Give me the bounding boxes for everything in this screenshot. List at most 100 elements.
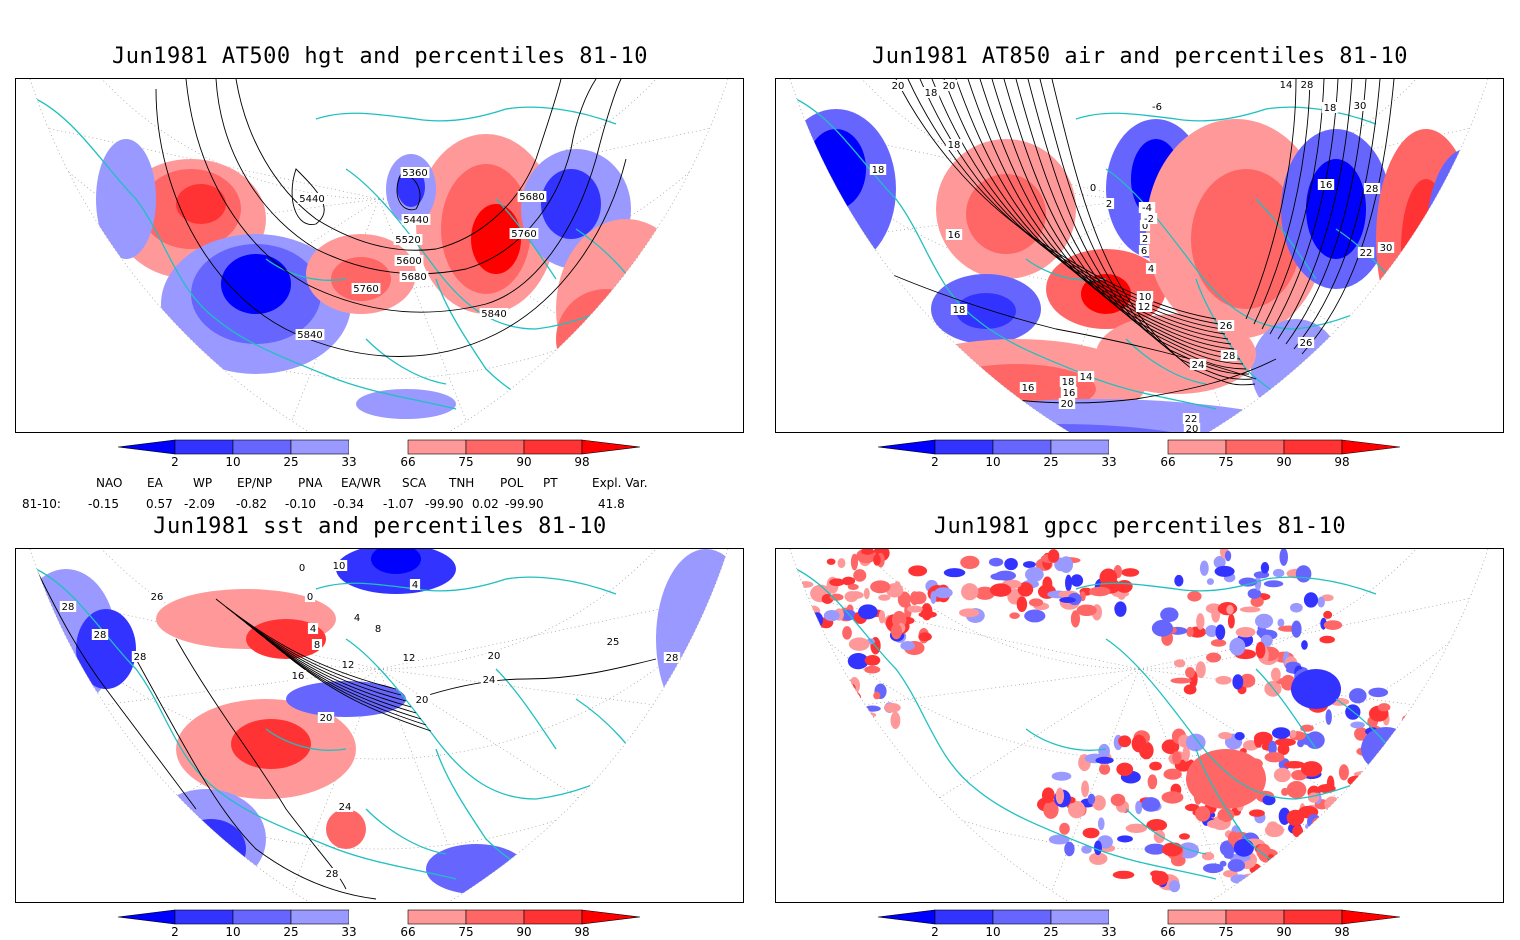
colorbar-arrow-high bbox=[1341, 439, 1401, 455]
svg-text:8: 8 bbox=[314, 640, 320, 651]
contour-label: 2 bbox=[1103, 198, 1115, 210]
precip-cell bbox=[870, 580, 891, 594]
precip-cell bbox=[1227, 859, 1246, 872]
coastline bbox=[1025, 728, 1207, 855]
colorbar-segment bbox=[523, 439, 583, 455]
svg-text:14: 14 bbox=[1080, 372, 1093, 383]
meridian-line bbox=[1138, 198, 1490, 426]
colorbar-tick-label: 2 bbox=[931, 455, 939, 469]
precip-cell bbox=[1168, 880, 1181, 893]
colorbar-arrow-high bbox=[581, 439, 641, 455]
precip-cell bbox=[1234, 732, 1245, 741]
svg-text:10: 10 bbox=[1139, 292, 1152, 303]
colorbar-tick-label: 90 bbox=[516, 925, 531, 939]
colorbar-sst: 2 10 25 33 66 75 90 98 bbox=[117, 909, 641, 939]
colorbar-segment bbox=[1283, 439, 1343, 455]
contour-line bbox=[215, 79, 597, 275]
svg-text:5840: 5840 bbox=[481, 309, 506, 320]
precip-cell bbox=[1092, 795, 1106, 811]
precip-cell bbox=[1048, 834, 1070, 845]
precip-cell bbox=[1110, 793, 1126, 807]
svg-text:16: 16 bbox=[1063, 388, 1076, 399]
colorbar-arrow-low bbox=[877, 439, 936, 455]
anomaly-patch bbox=[541, 169, 601, 239]
precip-cell bbox=[1125, 823, 1148, 834]
precip-cell bbox=[1067, 800, 1086, 819]
colorbar-segment bbox=[992, 439, 1052, 455]
colorbar-segment bbox=[1167, 909, 1227, 925]
precip-cell bbox=[1206, 578, 1214, 585]
precip-cell bbox=[1054, 557, 1068, 572]
contour-label: 10 bbox=[330, 560, 348, 572]
contour-line bbox=[1051, 79, 1256, 386]
contour-label: 28 bbox=[131, 651, 149, 663]
colorbar-arrow-low bbox=[117, 439, 176, 455]
precip-cell bbox=[1065, 574, 1072, 592]
precip-cell bbox=[1286, 780, 1307, 799]
colorbar-segment bbox=[290, 909, 350, 925]
contour-label: 5440 bbox=[297, 193, 327, 205]
precip-cell bbox=[1348, 688, 1367, 704]
precip-cell bbox=[1131, 734, 1147, 753]
contour-label: 8 bbox=[311, 639, 323, 651]
svg-text:12: 12 bbox=[342, 660, 355, 671]
svg-text:5600: 5600 bbox=[396, 256, 421, 267]
contour-line bbox=[1027, 79, 1250, 375]
colorbar-tick-label: 66 bbox=[400, 925, 415, 939]
index-header-nao: NAO bbox=[96, 476, 123, 490]
precip-cell bbox=[1255, 641, 1266, 659]
colorbar-segment bbox=[349, 440, 408, 454]
svg-text:18: 18 bbox=[948, 140, 961, 151]
precip-cell bbox=[1017, 582, 1034, 597]
svg-text:0: 0 bbox=[1142, 221, 1148, 232]
contour-label: 18 bbox=[945, 139, 963, 151]
precip-cell bbox=[1270, 667, 1281, 682]
colorbar-arrow-low bbox=[877, 909, 936, 925]
index-value-sca: -1.07 bbox=[383, 497, 415, 511]
precip-cell bbox=[1151, 619, 1174, 637]
colorbar-air850: 2 10 25 33 66 75 90 98 bbox=[877, 439, 1401, 469]
contour-line bbox=[967, 79, 1235, 350]
contour-label: 20 bbox=[485, 650, 503, 662]
svg-text:20: 20 bbox=[1186, 424, 1199, 432]
contour-label: 0 bbox=[304, 591, 316, 603]
contour-line bbox=[291, 168, 325, 225]
contour-label: 0 bbox=[1139, 220, 1151, 232]
anomaly-patch bbox=[96, 139, 156, 259]
precip-cell bbox=[873, 554, 881, 566]
contour-line bbox=[1003, 79, 1244, 365]
anomaly-patch bbox=[176, 184, 226, 224]
precip-cell bbox=[1350, 721, 1365, 729]
precip-cell bbox=[1255, 613, 1274, 629]
index-value-ea: 0.57 bbox=[146, 497, 173, 511]
colorbar-tick-label: 2 bbox=[171, 455, 179, 469]
contour-label: 5360 bbox=[400, 167, 430, 179]
meridian-line bbox=[16, 121, 380, 200]
anomaly-patch bbox=[286, 681, 406, 717]
precip-cell bbox=[1232, 674, 1244, 690]
precip-cell bbox=[873, 691, 881, 700]
colorbar-segment bbox=[465, 439, 525, 455]
colorbar-tick-label: 75 bbox=[458, 925, 473, 939]
svg-text:28: 28 bbox=[94, 630, 107, 641]
svg-text:2: 2 bbox=[1106, 199, 1112, 210]
precip-cell bbox=[1248, 809, 1265, 817]
colorbar-tick-label: 10 bbox=[225, 925, 240, 939]
colorbar-segment bbox=[934, 439, 994, 455]
precip-cell bbox=[1160, 607, 1179, 623]
contour-label: 5600 bbox=[394, 255, 424, 267]
anomaly-patch bbox=[956, 293, 1016, 329]
colorbar-tick-label: 75 bbox=[1218, 925, 1233, 939]
colorbar-tick-label: 98 bbox=[574, 925, 589, 939]
precip-cell bbox=[1262, 795, 1276, 806]
precip-cell bbox=[823, 609, 840, 622]
precip-cell bbox=[1292, 825, 1304, 838]
precip-cell bbox=[1273, 767, 1291, 783]
colorbar-arrow-low bbox=[117, 909, 176, 925]
svg-text:28: 28 bbox=[134, 652, 147, 663]
precip-cell bbox=[1064, 841, 1075, 857]
precip-cell bbox=[863, 587, 870, 600]
svg-text:0: 0 bbox=[307, 592, 313, 603]
precip-cell bbox=[861, 549, 875, 555]
svg-text:20: 20 bbox=[488, 651, 501, 662]
